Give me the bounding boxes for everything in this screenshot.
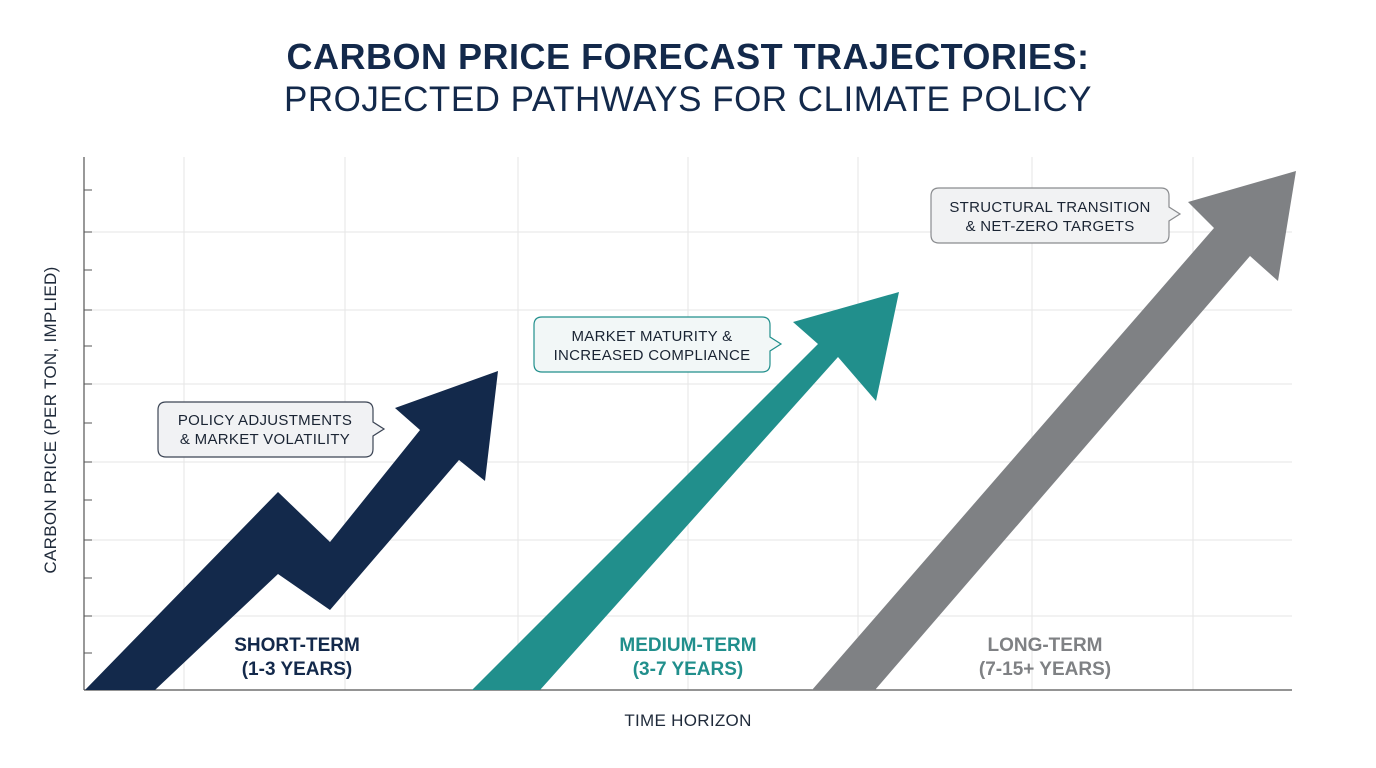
- callout-short: POLICY ADJUSTMENTS & MARKET VOLATILITY: [157, 401, 386, 458]
- callout-long-box: [930, 187, 1182, 244]
- callout-medium: MARKET MATURITY & INCREASED COMPLIANCE: [533, 316, 783, 373]
- chart-subtitle: PROJECTED PATHWAYS FOR CLIMATE POLICY: [283, 80, 1093, 119]
- callout-short-line1: POLICY ADJUSTMENTS: [178, 412, 352, 429]
- long-term-range: (7-15+ YEARS): [979, 659, 1111, 680]
- callout-medium-line1: MARKET MATURITY &: [572, 328, 733, 345]
- x-axis-label: TIME HORIZON: [624, 711, 751, 730]
- callout-long-line2: & NET-ZERO TARGETS: [965, 218, 1134, 235]
- axes: [83, 157, 1292, 691]
- medium-term-arrow: [472, 292, 899, 690]
- long-term-label: LONG-TERM: [987, 635, 1102, 656]
- long-term-arrow: [812, 171, 1296, 690]
- chart-title: CARBON PRICE FORECAST TRAJECTORIES:: [286, 36, 1090, 77]
- callout-short-line2: & MARKET VOLATILITY: [180, 431, 350, 448]
- short-term-range: (1-3 YEARS): [242, 659, 353, 680]
- y-axis-label: CARBON PRICE (PER TON, IMPLIED): [41, 266, 60, 573]
- short-term-arrow: [85, 371, 498, 690]
- callout-long-line1: STRUCTURAL TRANSITION: [949, 199, 1150, 216]
- medium-term-label: MEDIUM-TERM: [619, 635, 756, 656]
- callout-medium-line2: INCREASED COMPLIANCE: [554, 347, 751, 364]
- callout-short-box: [157, 401, 386, 458]
- short-term-label: SHORT-TERM: [234, 635, 360, 656]
- medium-term-range: (3-7 YEARS): [633, 659, 744, 680]
- callout-medium-box: [533, 316, 783, 373]
- callout-long: STRUCTURAL TRANSITION & NET-ZERO TARGETS: [930, 187, 1182, 244]
